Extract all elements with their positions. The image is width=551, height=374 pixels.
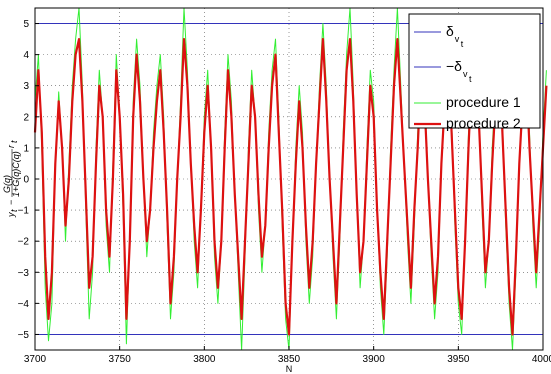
y-axis-label-text: yt−G(q) 1+G(q)C(q)rt <box>2 140 21 218</box>
y-tick-label: 5 <box>23 19 29 30</box>
legend-label-subsub-1: t <box>461 39 464 49</box>
svg-text:y: y <box>6 212 16 218</box>
series-layer <box>33 7 548 351</box>
y-axis-ticks: 5 4 3 2 1 0 −1 −2 −3 −4 −5 <box>18 19 39 341</box>
legend-label-subsub-2: t <box>469 74 472 84</box>
y-tick-label: −4 <box>18 299 30 310</box>
y-tick-label: −1 <box>18 206 30 217</box>
x-tick-label: 3900 <box>363 354 386 365</box>
legend-label-1: δ <box>446 23 454 39</box>
y-tick-label: −5 <box>18 330 30 341</box>
y-tick-label: 1 <box>23 143 29 154</box>
y-tick-label: 3 <box>23 81 29 92</box>
legend-label-4: procedure 2 <box>446 115 521 131</box>
svg-text:t: t <box>9 140 19 143</box>
x-tick-label: 3850 <box>278 354 301 365</box>
x-axis-ticks: 3700 3750 3800 3850 3900 3950 4000 <box>24 346 551 365</box>
y-tick-label: 4 <box>23 50 29 61</box>
y-tick-label: 0 <box>23 175 29 186</box>
y-tick-label: −2 <box>18 237 30 248</box>
y-tick-label: 2 <box>23 112 29 123</box>
legend-box <box>408 13 541 129</box>
legend-label-3: procedure 1 <box>446 94 521 110</box>
x-tick-label: 3800 <box>193 354 216 365</box>
y-axis-label: yt−G(q) 1+G(q)C(q)rt <box>2 140 21 218</box>
x-tick-label: 3750 <box>109 354 132 365</box>
x-axis-label: N <box>286 364 293 374</box>
x-tick-label: 4000 <box>532 354 551 365</box>
svg-text:t: t <box>9 209 19 212</box>
legend-label-sub-1: v <box>455 34 460 44</box>
legend-label-sub-2: v <box>463 69 468 79</box>
svg-text:1+G(q)C(q): 1+G(q)C(q) <box>11 151 21 197</box>
svg-text:−: − <box>6 200 16 205</box>
series-line-4 <box>33 37 548 336</box>
x-tick-label: 3950 <box>447 354 470 365</box>
x-tick-label: 3700 <box>24 354 47 365</box>
y-tick-label: −3 <box>18 268 30 279</box>
svg-text:r: r <box>6 144 16 148</box>
svg-text:G(q): G(q) <box>2 175 12 193</box>
legend-label-2: −δ <box>446 58 462 74</box>
